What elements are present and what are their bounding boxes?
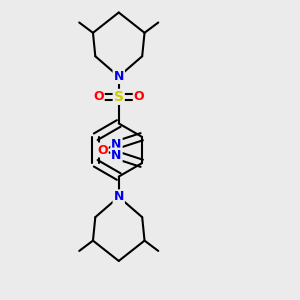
- Text: O: O: [134, 90, 144, 104]
- Text: O: O: [97, 143, 108, 157]
- Text: N: N: [111, 138, 122, 152]
- Text: O: O: [93, 90, 104, 104]
- Text: S: S: [114, 90, 124, 104]
- Text: N: N: [114, 190, 124, 203]
- Text: N: N: [111, 148, 122, 162]
- Text: N: N: [114, 70, 124, 83]
